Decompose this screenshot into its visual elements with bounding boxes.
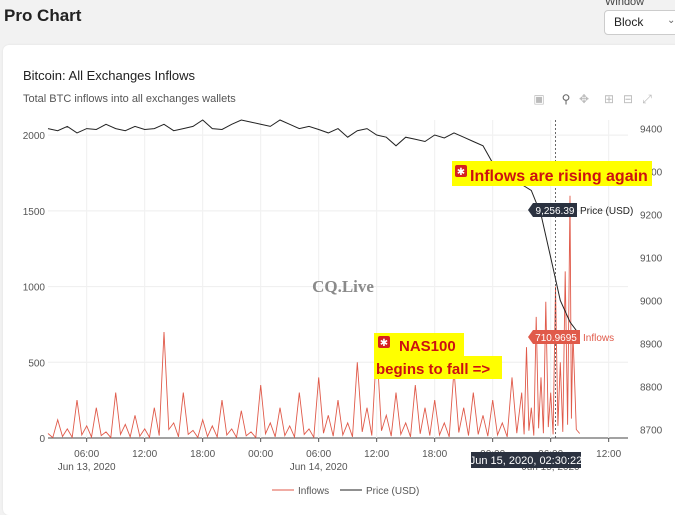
hover-price-value: 9,256.39: [536, 206, 575, 217]
chevron-down-icon: ⌄: [667, 15, 675, 26]
hover-inflow-series: Inflows: [583, 333, 614, 344]
series-line-inflows: [47, 195, 581, 439]
x-date-label-0: Jun 13, 2020: [58, 462, 116, 473]
window-label: Window: [605, 0, 645, 8]
x-tick-label-1: 12:00: [132, 449, 157, 460]
y-tick-label-right-7: 9400: [640, 125, 663, 136]
svg-text:✱: ✱: [457, 167, 465, 178]
zoom-in-icon[interactable]: ⊞: [603, 92, 615, 106]
hover-price-series: Price (USD): [580, 206, 633, 217]
y-tick-label-left-1: 500: [28, 358, 45, 369]
y-tick-label-right-0: 8700: [640, 425, 663, 436]
chart-title: Bitcoin: All Exchanges Inflows: [23, 68, 195, 83]
x-tick-label-2: 18:00: [190, 449, 215, 460]
window-select[interactable]: Block ⌄: [604, 10, 675, 35]
x-tick-label-6: 18:00: [422, 449, 447, 460]
x-date-label-1: Jun 14, 2020: [290, 462, 348, 473]
chart-svg: 0 500 1000 1500 2000 8700 8800 8900 9000 9100 920…: [23, 119, 663, 497]
x-tick-label-9: 12:00: [596, 449, 621, 460]
hover-price-tag: 9,256.39 Price (USD): [528, 203, 633, 217]
pan-icon[interactable]: ✥: [578, 92, 590, 106]
y-tick-label-left-2: 1000: [23, 283, 46, 294]
y-tick-label-right-3: 9000: [640, 296, 663, 307]
annotation-inflows-text: Inflows are rising again: [470, 168, 648, 185]
y-tick-label-right-5: 9200: [640, 211, 663, 222]
chart-subtitle: Total BTC inflows into all exchanges wal…: [23, 93, 236, 105]
annotation-nas-line2: begins to fall =>: [376, 361, 490, 378]
y-tick-label-left-3: 1500: [23, 207, 46, 218]
legend-label-inflows: Inflows: [298, 486, 329, 497]
legend-label-price: Price (USD): [366, 486, 419, 497]
x-tick-label-4: 06:00: [306, 449, 331, 460]
y-tick-label-left-0: 0: [39, 434, 45, 445]
zoom-icon[interactable]: ⚲: [561, 92, 571, 106]
x-tick-label-3: 00:00: [248, 449, 273, 460]
hover-inflow-value: 710.9695: [535, 333, 577, 344]
y-tick-label-right-1: 8800: [640, 382, 663, 393]
y-tick-label-right-4: 9100: [640, 254, 663, 265]
annotation-nas-line1: NAS100: [399, 338, 456, 355]
legend: Inflows Price (USD): [272, 486, 419, 497]
x-tick-label-0: 06:00: [74, 449, 99, 460]
watermark: CQ.Live: [312, 277, 374, 296]
app-title: Pro Chart: [4, 6, 82, 25]
y-tick-label-left-4: 2000: [23, 131, 46, 142]
y-tick-label-right-2: 8900: [640, 339, 663, 350]
hover-time-tag: Jun 15, 2020, 02:30:22: [470, 452, 583, 468]
camera-icon[interactable]: ▣: [533, 92, 545, 106]
x-tick-label-5: 12:00: [364, 449, 389, 460]
svg-text:✱: ✱: [380, 338, 388, 349]
reset-axes-icon[interactable]: ⤢: [642, 92, 652, 106]
series-line-price: [47, 119, 581, 336]
annotation-nas100: ✱ NAS100 begins to fall =>: [374, 333, 502, 379]
window-select-value: Block: [614, 15, 644, 29]
hover-inflow-tag: 710.9695 Inflows: [528, 330, 614, 344]
chart-card: [3, 45, 675, 515]
zoom-out-icon[interactable]: ⊟: [622, 92, 634, 106]
hover-time-value: Jun 15, 2020, 02:30:22: [470, 455, 583, 467]
annotation-inflows-rising: ✱ Inflows are rising again: [452, 161, 652, 186]
